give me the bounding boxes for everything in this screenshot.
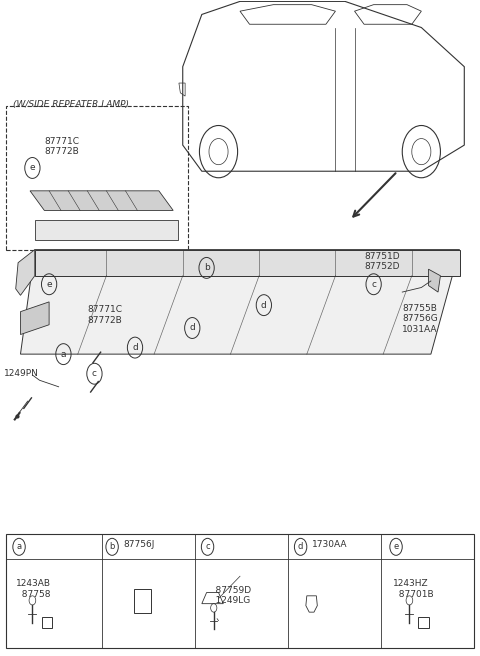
Text: 87756J: 87756J: [123, 540, 155, 548]
Text: d: d: [190, 323, 195, 333]
Bar: [133, 589, 151, 613]
Text: 87759D
    1249LG: 87759D 1249LG: [204, 586, 252, 605]
Text: 1730AA: 1730AA: [312, 540, 347, 548]
Text: (W/SIDE REPEATER LAMP): (W/SIDE REPEATER LAMP): [13, 100, 129, 109]
Polygon shape: [429, 269, 441, 292]
Text: 1243AB
  87758: 1243AB 87758: [16, 579, 51, 599]
Text: a: a: [16, 543, 22, 551]
Text: e: e: [394, 543, 399, 551]
Text: 87755B
87756G
1031AA: 87755B 87756G 1031AA: [402, 304, 438, 334]
Text: e: e: [46, 279, 52, 289]
Bar: [42, 617, 52, 628]
Text: 87771C
87772B: 87771C 87772B: [44, 136, 79, 156]
Text: 1249PN: 1249PN: [4, 369, 39, 379]
Text: 87751D
87752D: 87751D 87752D: [364, 251, 400, 271]
Polygon shape: [16, 250, 35, 295]
Text: 1243HZ
  87701B: 1243HZ 87701B: [393, 579, 433, 599]
Polygon shape: [35, 250, 459, 276]
Polygon shape: [21, 302, 49, 335]
Polygon shape: [21, 250, 459, 354]
Bar: [418, 617, 429, 628]
Text: b: b: [204, 264, 209, 272]
Text: b: b: [109, 543, 115, 551]
Bar: [6, 534, 474, 648]
Text: d: d: [298, 543, 303, 551]
Text: d: d: [132, 343, 138, 352]
Text: d: d: [261, 300, 267, 310]
Text: a: a: [60, 350, 66, 359]
Text: 87771C
87772B: 87771C 87772B: [87, 305, 122, 325]
Text: c: c: [92, 369, 97, 379]
Polygon shape: [30, 191, 173, 211]
Text: e: e: [30, 163, 35, 173]
Polygon shape: [35, 220, 178, 240]
Text: c: c: [371, 279, 376, 289]
Text: c: c: [205, 543, 210, 551]
